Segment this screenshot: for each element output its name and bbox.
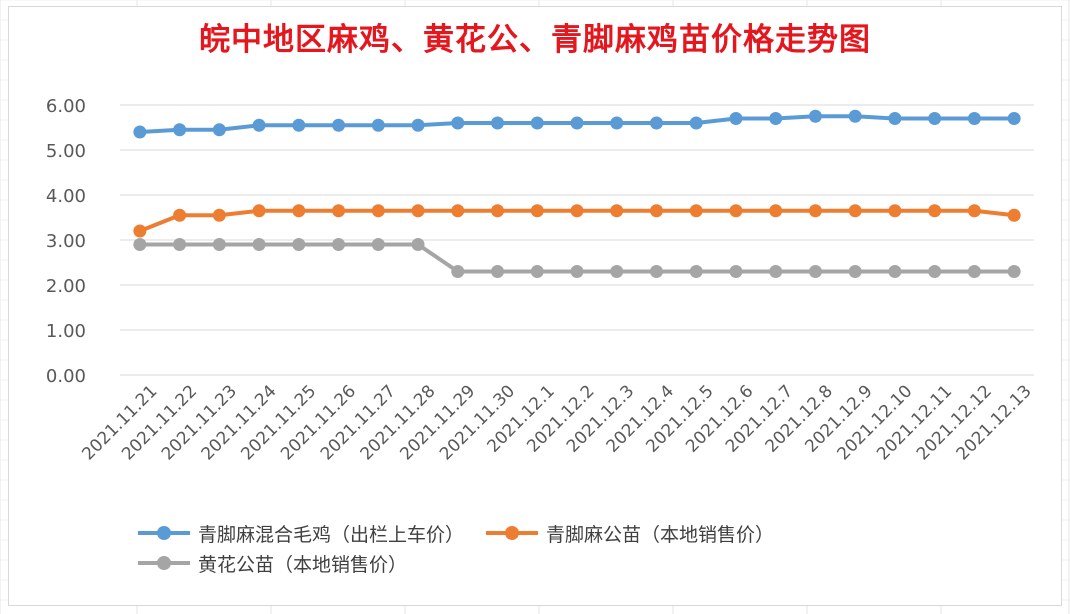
y-tick-label: 1.00: [46, 321, 86, 342]
data-point: [292, 204, 306, 218]
y-tick-label: 6.00: [46, 96, 86, 117]
data-point: [689, 265, 703, 278]
legend-swatch-dot: [157, 556, 171, 570]
legend-row-1: 青脚麻混合毛鸡（出栏上车价） 青脚麻公苗（本地销售价）: [138, 518, 1038, 548]
data-point: [808, 265, 822, 278]
legend: 青脚麻混合毛鸡（出栏上车价） 青脚麻公苗（本地销售价） 黄花公苗（本地销售价）: [138, 518, 1038, 578]
data-point: [689, 116, 703, 130]
data-point: [769, 112, 783, 125]
data-point: [570, 265, 584, 278]
data-point: [570, 204, 584, 218]
data-point: [848, 265, 862, 278]
data-point: [173, 238, 187, 251]
data-point: [371, 204, 385, 218]
y-tick-label: 0.00: [46, 366, 86, 387]
legend-label: 青脚麻公苗（本地销售价）: [546, 523, 775, 546]
data-point: [1007, 265, 1021, 278]
data-point: [769, 204, 783, 218]
data-point: [729, 204, 743, 218]
data-point: [848, 109, 862, 123]
data-point: [967, 112, 981, 125]
data-point: [173, 208, 187, 222]
legend-line-marker-icon: [486, 526, 539, 540]
data-point: [570, 116, 584, 130]
data-point: [212, 208, 226, 222]
data-point: [292, 118, 306, 132]
data-point: [729, 112, 743, 125]
data-point: [451, 116, 465, 130]
data-point: [689, 204, 703, 218]
data-point: [332, 204, 346, 218]
data-point: [848, 204, 862, 218]
legend-entry-series-1: 青脚麻混合毛鸡（出栏上车价）: [138, 520, 464, 547]
data-point: [451, 265, 465, 278]
data-point: [252, 118, 266, 132]
data-point: [491, 204, 505, 218]
data-point: [769, 265, 783, 278]
legend-line-marker-icon: [138, 526, 190, 540]
data-point: [133, 125, 147, 139]
data-point: [610, 116, 624, 130]
data-point: [649, 204, 663, 218]
data-point: [888, 265, 902, 278]
data-point: [808, 109, 822, 123]
data-point: [967, 265, 981, 278]
data-point: [928, 265, 942, 278]
y-tick-label: 5.00: [46, 141, 86, 162]
legend-label: 青脚麻混合毛鸡（出栏上车价）: [198, 523, 465, 546]
data-point: [808, 204, 822, 218]
legend-swatch-dot: [505, 526, 520, 540]
data-point: [252, 204, 266, 218]
data-point: [133, 238, 147, 251]
data-point: [888, 112, 902, 125]
data-point: [292, 238, 306, 251]
data-point: [491, 116, 505, 130]
legend-line-marker-icon: [138, 556, 190, 570]
legend-row-2: 黄花公苗（本地销售价）: [138, 548, 1038, 578]
y-tick-label: 4.00: [46, 186, 86, 207]
data-point: [928, 112, 942, 125]
data-point: [610, 204, 624, 218]
data-point: [491, 265, 505, 278]
data-point: [411, 238, 425, 251]
data-point: [928, 204, 942, 218]
data-point: [530, 265, 544, 278]
data-point: [411, 118, 425, 132]
legend-entry-series-3: 黄花公苗（本地销售价）: [138, 550, 407, 577]
data-point: [967, 204, 981, 218]
data-point: [649, 116, 663, 130]
data-point: [888, 204, 902, 218]
chart-area[interactable]: [8, 6, 1062, 606]
data-point: [610, 265, 624, 278]
data-point: [649, 265, 663, 278]
data-point: [133, 224, 147, 238]
data-point: [1007, 112, 1021, 125]
data-point: [1007, 208, 1021, 222]
data-point: [212, 123, 226, 137]
data-point: [371, 238, 385, 251]
y-tick-label: 2.00: [46, 276, 86, 297]
y-tick-label: 3.00: [46, 231, 86, 252]
legend-label: 黄花公苗（本地销售价）: [198, 553, 408, 576]
data-point: [252, 238, 266, 251]
data-point: [212, 238, 226, 251]
data-point: [332, 118, 346, 132]
data-point: [332, 238, 346, 251]
data-point: [371, 118, 385, 132]
data-point: [530, 116, 544, 130]
legend-swatch-dot: [157, 526, 171, 540]
data-point: [411, 204, 425, 218]
data-point: [451, 204, 465, 218]
data-point: [173, 123, 187, 137]
data-point: [729, 265, 743, 278]
chart-title: 皖中地区麻鸡、黄花公、青脚麻鸡苗价格走势图: [199, 22, 871, 58]
data-point: [530, 204, 544, 218]
legend-entry-series-2: 青脚麻公苗（本地销售价）: [486, 520, 774, 547]
